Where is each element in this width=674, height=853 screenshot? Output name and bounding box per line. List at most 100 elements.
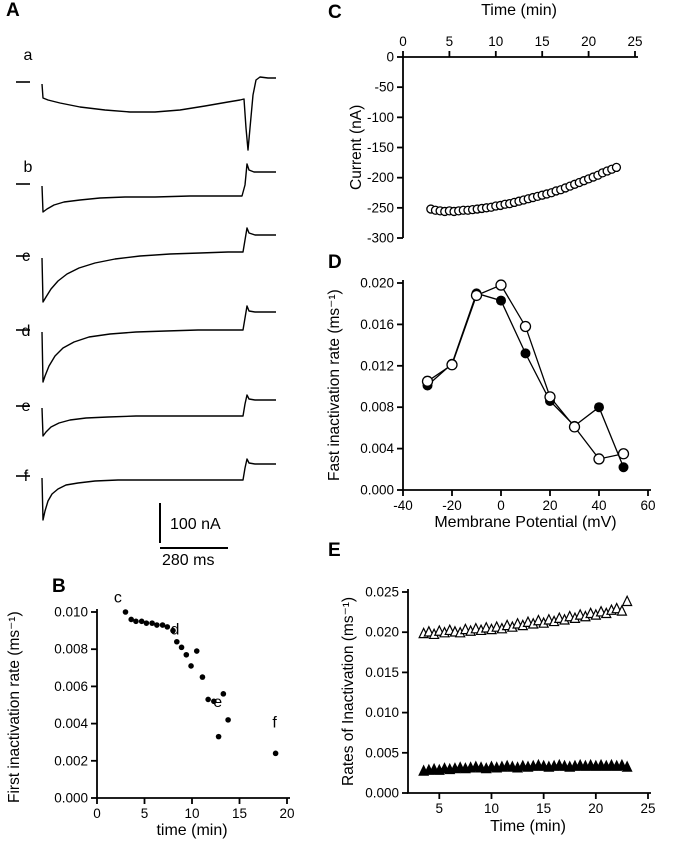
svg-text:e: e <box>22 398 31 415</box>
svg-text:0: 0 <box>497 498 505 513</box>
svg-text:0.004: 0.004 <box>54 716 88 731</box>
panel-c-y-axis-label: Current (nA) <box>348 104 365 191</box>
svg-text:a: a <box>24 47 33 64</box>
panel-e-axes <box>402 589 651 799</box>
svg-text:-200: -200 <box>367 170 394 185</box>
svg-text:20: 20 <box>581 34 596 49</box>
svg-text:5: 5 <box>141 806 149 821</box>
svg-text:5: 5 <box>446 34 454 49</box>
svg-text:f: f <box>24 468 29 485</box>
panel-d-letter: D <box>328 252 342 273</box>
panel-a-traces-chart: a b c d e f <box>16 47 276 549</box>
panel-d-chart: -40 -20 0 20 40 60 0.000 0.004 0.008 0.012 0.016 0.… <box>360 276 655 514</box>
svg-text:25: 25 <box>640 801 655 816</box>
svg-text:-40: -40 <box>393 498 413 513</box>
svg-text:20: 20 <box>279 806 294 821</box>
panel-c-tick-labels: 0 5 10 15 20 25 0 -50 -100 -150 -200 -250 -300 <box>367 34 643 246</box>
svg-text:-50: -50 <box>374 80 394 95</box>
panel-e-y-axis-label: Rates of Inactivation (ms⁻¹) <box>340 596 357 786</box>
svg-text:60: 60 <box>640 498 655 513</box>
svg-text:10: 10 <box>488 34 503 49</box>
panel-b: 0 5 10 15 20 0.000 0.002 0.004 0.006 0.008 0.010 c d… <box>0 575 300 853</box>
svg-text:0.012: 0.012 <box>360 358 394 373</box>
panel-c: 0 5 10 15 20 25 0 -50 -100 -150 -200 -250 -300 C Cur… <box>300 0 674 250</box>
svg-text:0.004: 0.004 <box>360 441 394 456</box>
svg-text:20: 20 <box>542 498 557 513</box>
svg-text:5: 5 <box>436 801 444 816</box>
panel-e: 5 10 15 20 25 0.000 0.005 0.010 0.015 0.020 0.025 … <box>300 540 674 853</box>
svg-text:0.020: 0.020 <box>365 625 399 640</box>
panel-e-chart: 5 10 15 20 25 0.000 0.005 0.010 0.015 0.020 0.025 <box>365 585 655 817</box>
panel-c-axes <box>397 51 638 239</box>
svg-text:10: 10 <box>484 801 499 816</box>
svg-text:0: 0 <box>399 34 407 49</box>
panel-e-series-fast-rate-open-triangles <box>418 594 633 640</box>
panel-b-y-axis-label: First inactivation rate (ms⁻¹) <box>6 611 23 804</box>
svg-text:0.015: 0.015 <box>365 665 399 680</box>
svg-text:0.020: 0.020 <box>360 276 394 291</box>
panel-d-x-axis-label: Membrane Potential (mV) <box>434 514 617 531</box>
svg-text:d: d <box>22 323 31 340</box>
svg-text:-100: -100 <box>367 110 394 125</box>
svg-text:15: 15 <box>536 801 551 816</box>
panel-b-axes <box>91 609 290 804</box>
svg-text:0.008: 0.008 <box>360 400 394 415</box>
svg-text:c: c <box>114 590 122 607</box>
svg-text:c: c <box>22 248 30 265</box>
trace-e: e <box>16 394 276 437</box>
panel-b-tick-labels: 0 5 10 15 20 0.000 0.002 0.004 0.006 0.008 0.010 <box>54 605 294 822</box>
svg-text:25: 25 <box>627 34 642 49</box>
svg-text:0.000: 0.000 <box>360 483 394 498</box>
svg-text:0.025: 0.025 <box>365 585 399 600</box>
panel-e-x-axis-label: Time (min) <box>490 818 566 835</box>
scale-bars <box>159 503 228 549</box>
panel-d-y-axis-label: Fast inactivation rate (ms⁻¹) <box>326 289 343 481</box>
svg-text:0.008: 0.008 <box>54 642 88 657</box>
svg-text:0.016: 0.016 <box>360 317 394 332</box>
svg-text:10: 10 <box>184 806 199 821</box>
trace-c: c <box>16 227 276 303</box>
svg-text:b: b <box>24 159 33 176</box>
svg-text:0.006: 0.006 <box>54 679 88 694</box>
svg-text:0.010: 0.010 <box>54 605 88 620</box>
svg-text:-20: -20 <box>442 498 462 513</box>
panel-e-letter: E <box>328 540 341 561</box>
current-scale-bar-label: 100 nA <box>170 516 221 533</box>
svg-text:0.005: 0.005 <box>365 745 399 760</box>
svg-text:0: 0 <box>93 806 101 821</box>
svg-text:-150: -150 <box>367 140 394 155</box>
svg-text:d: d <box>170 621 179 638</box>
svg-text:0.000: 0.000 <box>54 791 88 806</box>
trace-b: b <box>16 159 276 213</box>
svg-text:40: 40 <box>591 498 606 513</box>
panel-e-tick-labels: 5 10 15 20 25 0.000 0.005 0.010 0.015 0.020 0.025 <box>365 585 655 817</box>
panel-a-letter: A <box>6 0 20 21</box>
panel-a: a b c d e f A 100 nA 280 ms <box>0 0 300 575</box>
svg-text:0: 0 <box>386 50 394 65</box>
trace-a: a <box>16 47 276 151</box>
panel-d-tick-labels: -40 -20 0 20 40 60 0.000 0.004 0.008 0.012 0.016 0.… <box>360 276 655 514</box>
svg-text:-250: -250 <box>367 200 394 215</box>
svg-text:15: 15 <box>535 34 550 49</box>
svg-text:0.000: 0.000 <box>365 786 399 801</box>
panel-d-series-open-circles <box>421 279 630 465</box>
time-scale-bar-label: 280 ms <box>162 552 215 569</box>
svg-text:e: e <box>213 694 222 711</box>
svg-text:0.002: 0.002 <box>54 753 88 768</box>
svg-text:15: 15 <box>232 806 247 821</box>
panel-c-chart: 0 5 10 15 20 25 0 -50 -100 -150 -200 -250 -300 <box>367 34 643 246</box>
panel-b-x-axis-label: time (min) <box>156 822 228 839</box>
svg-text:-300: -300 <box>367 231 394 246</box>
panel-d-axes <box>397 280 651 496</box>
panel-e-series-slow-rate-filled-triangles <box>418 758 633 776</box>
panel-d: -40 -20 0 20 40 60 0.000 0.004 0.008 0.012 0.016 0.… <box>300 250 674 540</box>
trace-d: d <box>16 305 276 383</box>
panel-b-letter: B <box>52 576 66 597</box>
svg-text:f: f <box>272 714 277 731</box>
panel-d-series-filled-circles <box>422 288 629 473</box>
svg-text:20: 20 <box>588 801 603 816</box>
svg-text:0.010: 0.010 <box>365 705 399 720</box>
panel-c-x-axis-label: Time (min) <box>481 2 557 19</box>
panel-b-chart: 0 5 10 15 20 0.000 0.002 0.004 0.006 0.008 0.010 c d… <box>54 590 294 822</box>
